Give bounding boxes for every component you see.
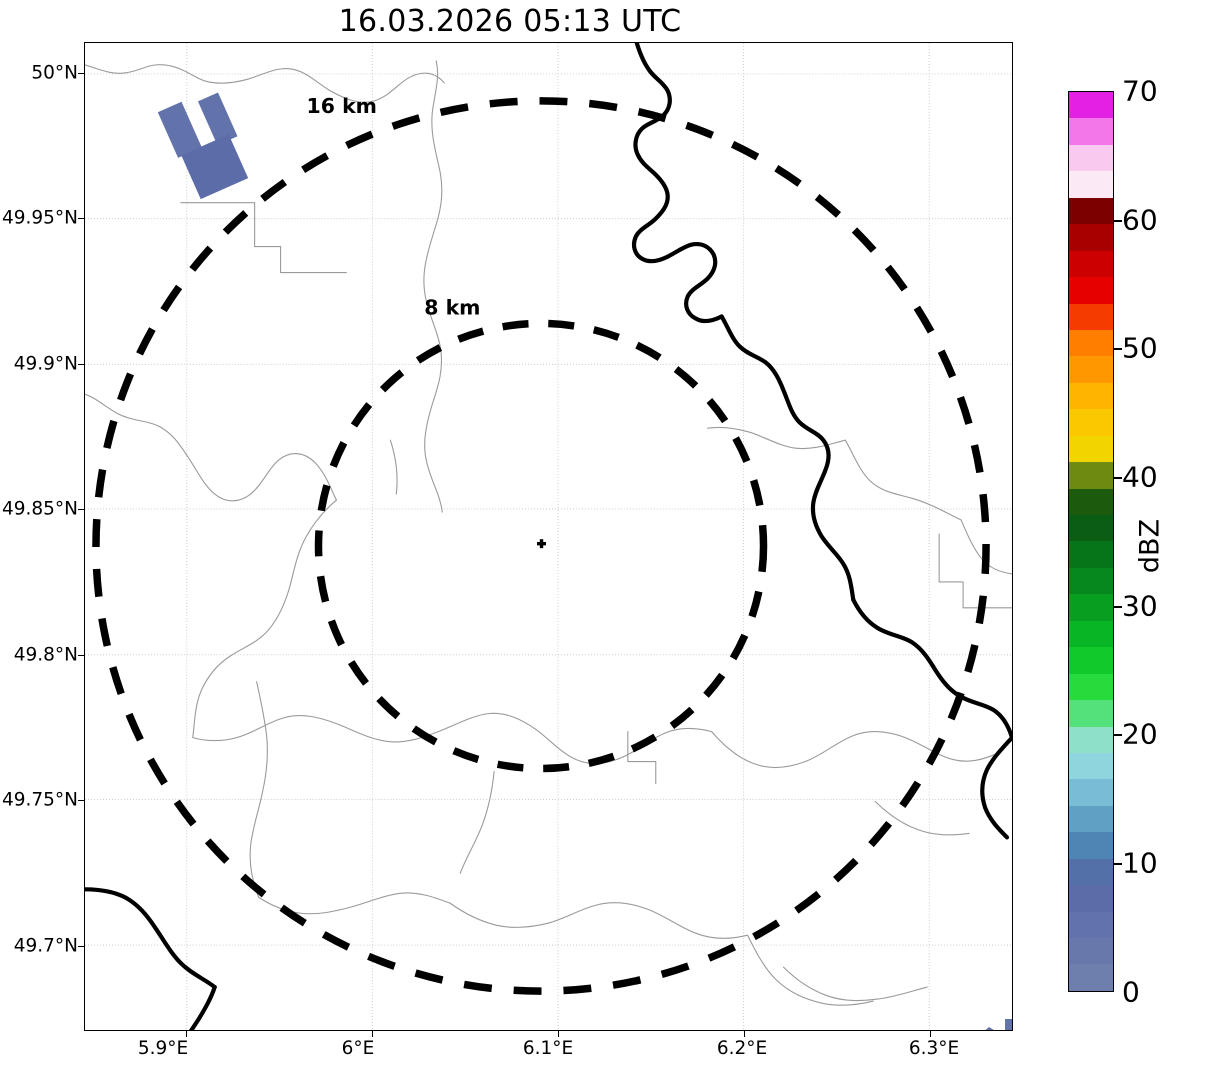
- colorbar-band: [1069, 647, 1113, 674]
- national-border: [85, 43, 1012, 1030]
- colorbar-tick-label: 50: [1122, 331, 1158, 365]
- colorbar-band: [1069, 964, 1113, 991]
- colorbar-tick-label: 40: [1122, 460, 1158, 494]
- colorbar-band: [1069, 303, 1113, 330]
- colorbar-band: [1069, 726, 1113, 753]
- colorbar-tick-label: 70: [1122, 74, 1158, 108]
- colorbar-band: [1069, 567, 1113, 595]
- colorbar-band: [1069, 700, 1113, 727]
- colorbar-band: [1069, 832, 1113, 859]
- y-tick-mark: [78, 364, 84, 366]
- colorbar-tick-mark: [1114, 477, 1122, 479]
- radar-map-plot[interactable]: 16 km 8 km: [84, 42, 1013, 1031]
- administrative-boundaries: [85, 60, 1012, 1006]
- colorbar-band: [1069, 382, 1113, 410]
- page-title: 16.03.2026 05:13 UTC: [338, 4, 682, 39]
- range-ring-label-16km: 16 km: [307, 94, 377, 118]
- colorbar-band: [1069, 805, 1113, 833]
- range-ring-8km: [314, 319, 768, 773]
- colorbar-band: [1069, 938, 1113, 965]
- range-rings: [92, 97, 990, 995]
- x-tick-label: 6.1°E: [522, 1038, 574, 1059]
- map-canvas: 16 km 8 km: [85, 43, 1012, 1030]
- colorbar-band: [1069, 277, 1113, 304]
- colorbar-tick-mark: [1114, 863, 1122, 865]
- colorbar-band: [1069, 250, 1113, 278]
- colorbar-tick-label: 10: [1122, 846, 1158, 880]
- y-tick-label: 49.9°N: [13, 353, 78, 375]
- colorbar-band: [1069, 171, 1113, 198]
- y-tick-label: 49.95°N: [1, 207, 78, 229]
- colorbar-tick-label: 0: [1122, 975, 1140, 1009]
- x-tick-mark: [186, 1031, 188, 1037]
- x-tick-label: 6°E: [341, 1038, 375, 1059]
- y-tick-mark: [78, 218, 84, 220]
- colorbar-band: [1069, 462, 1113, 489]
- x-tick-mark: [558, 1031, 560, 1037]
- range-ring-16km: [92, 97, 990, 995]
- colorbar-band: [1069, 92, 1113, 119]
- colorbar-band: [1069, 752, 1113, 780]
- y-tick-label: 49.8°N: [13, 644, 78, 666]
- y-tick-label: 49.85°N: [1, 498, 78, 520]
- y-tick-label: 49.7°N: [13, 935, 78, 957]
- colorbar-band: [1069, 224, 1113, 251]
- y-tick-mark: [78, 73, 84, 75]
- x-tick-mark: [930, 1031, 932, 1037]
- x-tick-label: 5.9°E: [137, 1038, 189, 1059]
- range-ring-label-8km: 8 km: [424, 295, 480, 319]
- y-tick-mark: [78, 509, 84, 511]
- colorbar-band: [1069, 541, 1113, 568]
- colorbar-band: [1069, 144, 1113, 172]
- colorbar-band: [1069, 118, 1113, 145]
- colorbar-band: [1069, 329, 1113, 357]
- colorbar-band: [1069, 885, 1113, 912]
- y-tick-label: 50°N: [31, 62, 78, 84]
- colorbar-tick-mark: [1114, 220, 1122, 222]
- y-tick-mark: [78, 946, 84, 948]
- colorbar-band: [1069, 779, 1113, 806]
- colorbar-tick-label: 60: [1122, 203, 1158, 237]
- x-tick-label: 6.2°E: [716, 1038, 768, 1059]
- radar-echo-cells: [157, 92, 1012, 1030]
- x-tick-mark: [744, 1031, 746, 1037]
- x-tick-mark: [372, 1031, 374, 1037]
- colorbar-band: [1069, 435, 1113, 463]
- colorbar[interactable]: [1068, 91, 1114, 992]
- radar-site-marker: [537, 539, 547, 549]
- colorbar-band: [1069, 197, 1113, 225]
- x-tick-label: 6.3°E: [908, 1038, 960, 1059]
- graticule: [85, 43, 1012, 1030]
- colorbar-title: dBZ: [1134, 518, 1166, 574]
- colorbar-band: [1069, 911, 1113, 938]
- y-tick-mark: [78, 655, 84, 657]
- y-tick-mark: [78, 800, 84, 802]
- colorbar-band: [1069, 594, 1113, 621]
- colorbar-band: [1069, 673, 1113, 701]
- colorbar-tick-mark: [1114, 734, 1122, 736]
- colorbar-band: [1069, 515, 1113, 542]
- y-tick-label: 49.75°N: [1, 789, 78, 811]
- colorbar-band: [1069, 356, 1113, 383]
- colorbar-band: [1069, 409, 1113, 436]
- colorbar-band: [1069, 620, 1113, 648]
- colorbar-band: [1069, 488, 1113, 515]
- colorbar-tick-label: 20: [1122, 717, 1158, 751]
- colorbar-band: [1069, 858, 1113, 886]
- colorbar-tick-mark: [1114, 606, 1122, 608]
- colorbar-tick-mark: [1114, 348, 1122, 350]
- colorbar-tick-label: 30: [1122, 589, 1158, 623]
